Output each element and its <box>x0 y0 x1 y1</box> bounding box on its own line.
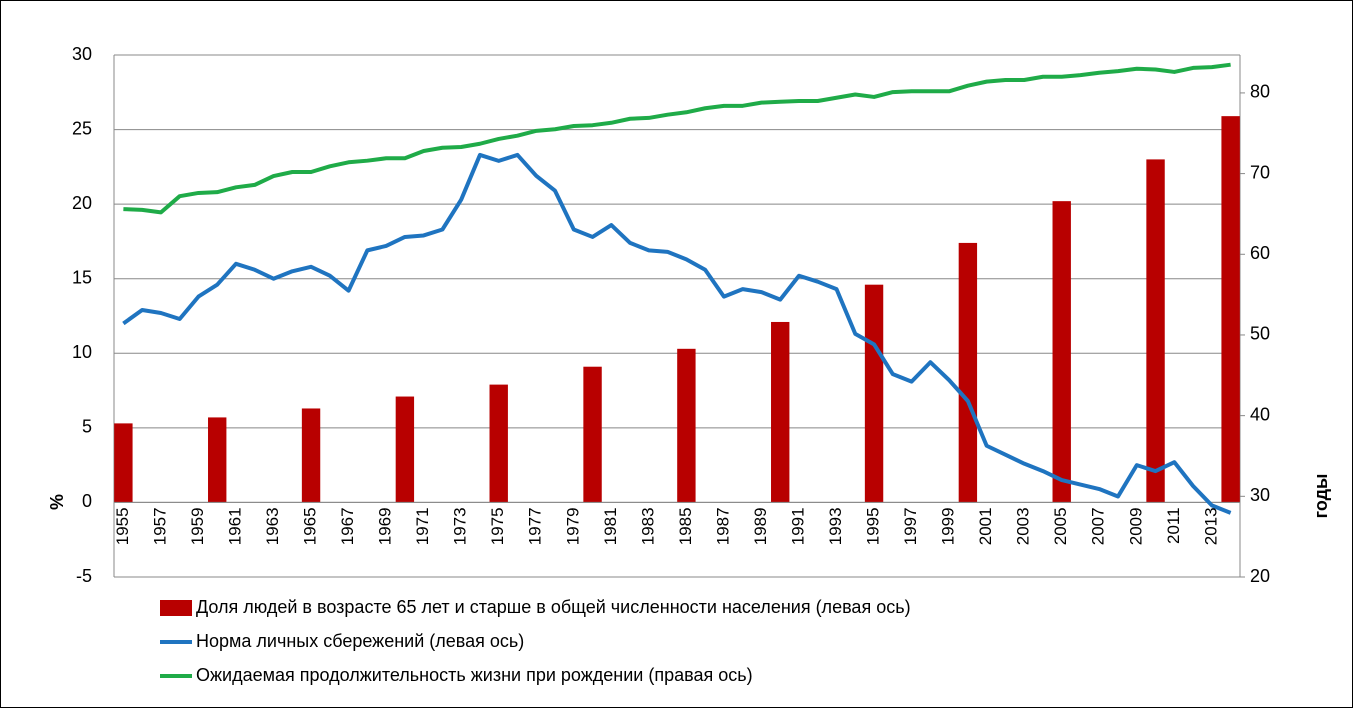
bar <box>1146 159 1165 503</box>
y2-tick-label: 50 <box>1250 324 1270 344</box>
y2-tick-label: 30 <box>1250 485 1270 505</box>
x-tick-label: 1993 <box>826 507 845 545</box>
x-tick-label: 1991 <box>788 507 807 545</box>
y-tick-label: 25 <box>72 118 92 138</box>
line <box>123 62 1231 215</box>
y2-tick-label: 70 <box>1250 162 1270 182</box>
y2-tick-label: 40 <box>1250 404 1270 424</box>
x-tick-label: 1959 <box>188 507 207 545</box>
bar <box>958 242 978 503</box>
x-tick-label: 2013 <box>1201 507 1220 545</box>
x-tick-label: 2005 <box>1051 507 1070 545</box>
x-tick-label: 1989 <box>751 507 770 545</box>
x-tick-label: 1969 <box>376 507 395 545</box>
bar <box>301 408 321 503</box>
x-tick-label: 2011 <box>1164 507 1183 544</box>
y-tick-label: 5 <box>82 417 92 437</box>
y-tick-label: 0 <box>82 491 92 511</box>
x-tick-label: 1973 <box>451 507 470 545</box>
bar <box>677 348 696 503</box>
x-tick-label: 2001 <box>976 507 995 545</box>
x-tick-label: 1981 <box>601 507 620 545</box>
y2-tick-label: 20 <box>1250 566 1270 586</box>
y-tick-label: 20 <box>72 193 92 213</box>
bar <box>208 417 227 503</box>
x-tick-label: 1975 <box>488 507 507 545</box>
x-tick-label: 1995 <box>864 507 883 545</box>
y-axis-label: % <box>47 494 67 510</box>
y-tick-label: 30 <box>72 44 92 64</box>
bar <box>1221 116 1240 503</box>
x-tick-label: 1999 <box>939 507 958 545</box>
y-tick-label: 15 <box>72 267 92 287</box>
x-tick-label: 1987 <box>713 507 732 545</box>
legend-swatch <box>160 600 192 616</box>
x-tick-label: 2009 <box>1126 507 1145 545</box>
y-tick-label: -5 <box>76 566 92 586</box>
x-tick-label: 1971 <box>413 507 432 545</box>
x-tick-label: 1961 <box>225 507 244 545</box>
x-tick-label: 1985 <box>676 507 695 545</box>
x-tick-label: 1955 <box>113 507 132 545</box>
y-tick-label: 10 <box>72 342 92 362</box>
x-tick-label: 1965 <box>301 507 320 545</box>
x-tick-label: 1957 <box>150 507 169 545</box>
x-tick-label: 1963 <box>263 507 282 545</box>
bar <box>114 423 133 503</box>
x-tick-label: 1979 <box>563 507 582 545</box>
bar <box>395 396 415 503</box>
legend-label: Доля людей в возрасте 65 лет и старше в … <box>196 597 911 617</box>
x-tick-label: 1967 <box>338 507 357 545</box>
y2-axis-label: годы <box>1311 474 1331 519</box>
x-tick-label: 1997 <box>901 507 920 545</box>
x-tick-label: 1977 <box>526 507 545 545</box>
x-tick-label: 2007 <box>1089 507 1108 545</box>
legend-label: Ожидаемая продолжительность жизни при ро… <box>196 665 753 685</box>
bar <box>771 321 790 503</box>
line <box>122 152 1232 515</box>
y2-tick-label: 80 <box>1250 82 1270 102</box>
bar <box>583 366 602 503</box>
bar <box>1052 201 1071 503</box>
bar <box>864 284 884 503</box>
x-tick-label: 2003 <box>1014 507 1033 545</box>
legend-label: Норма личных сбережений (левая ось) <box>196 631 524 651</box>
y2-tick-label: 60 <box>1250 243 1270 263</box>
x-tick-label: 1983 <box>638 507 657 545</box>
bar <box>489 384 508 503</box>
